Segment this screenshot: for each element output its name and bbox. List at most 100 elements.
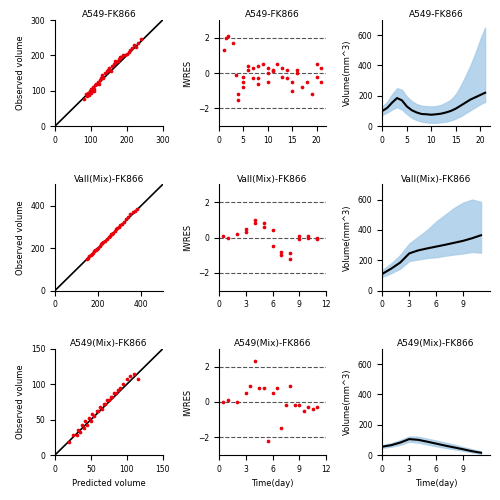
Point [105, 64, 113, 72]
Point [114, 223, 122, 231]
Point [105, 396, 113, 404]
Y-axis label: IWRES: IWRES [184, 388, 192, 415]
Point [94, 244, 102, 252]
Point [230, 39, 237, 47]
Point [84, 88, 92, 96]
X-axis label: Time(day): Time(day) [415, 480, 458, 488]
Point [124, 48, 132, 56]
Point [134, 374, 141, 382]
Point [116, 53, 124, 61]
Point [268, 68, 276, 76]
Point [104, 66, 112, 74]
Point [304, 234, 312, 241]
Point [242, 228, 250, 236]
Point [92, 80, 100, 88]
Point [293, 69, 301, 77]
Point [298, 83, 306, 91]
Point [84, 422, 92, 430]
Point [122, 216, 130, 224]
Point [82, 90, 90, 98]
Point [96, 403, 104, 411]
Point [264, 64, 272, 72]
Point [88, 83, 96, 91]
Point [92, 246, 100, 254]
Point [224, 396, 232, 404]
Point [278, 251, 285, 259]
Point [90, 248, 98, 256]
Point [254, 62, 262, 70]
Point [249, 64, 257, 72]
Title: Vall(Mix)-FK866: Vall(Mix)-FK866 [238, 174, 308, 184]
Point [84, 92, 92, 100]
Point [87, 88, 95, 96]
Point [260, 223, 268, 231]
Point [222, 34, 230, 42]
Point [94, 407, 102, 415]
Point [112, 389, 120, 397]
Point [293, 66, 301, 74]
Point [119, 52, 127, 60]
Point [268, 226, 276, 234]
Point [96, 76, 104, 84]
Point [80, 424, 88, 432]
Point [219, 232, 227, 239]
Point [126, 372, 134, 380]
Point [312, 60, 320, 68]
Point [86, 252, 94, 260]
Point [114, 224, 122, 232]
Point [115, 55, 123, 63]
Point [133, 205, 141, 213]
Point [244, 62, 252, 70]
Point [87, 417, 95, 425]
Point [314, 234, 322, 241]
Point [97, 74, 105, 82]
Point [120, 218, 128, 226]
Point [260, 220, 268, 228]
Point [88, 410, 96, 418]
Point [87, 85, 95, 93]
Point [291, 402, 299, 409]
Point [254, 80, 262, 88]
Point [98, 405, 106, 413]
Point [128, 44, 136, 52]
Point [88, 249, 96, 257]
Point [69, 431, 77, 439]
Point [244, 66, 252, 74]
Title: Vall(Mix)-FK866: Vall(Mix)-FK866 [401, 174, 471, 184]
Point [132, 42, 140, 50]
Point [112, 58, 120, 66]
Point [232, 71, 240, 79]
Point [250, 358, 258, 366]
Point [224, 234, 232, 241]
Point [101, 69, 109, 77]
Point [118, 53, 126, 61]
Point [86, 414, 94, 422]
Point [264, 78, 272, 86]
Point [102, 235, 110, 243]
Point [283, 74, 291, 82]
Point [246, 382, 254, 390]
Point [286, 250, 294, 258]
Point [94, 80, 102, 88]
Point [98, 72, 106, 80]
Point [288, 78, 296, 86]
Point [108, 393, 116, 401]
Point [108, 62, 116, 70]
Point [254, 74, 262, 82]
X-axis label: Time(day): Time(day) [252, 480, 294, 488]
Point [278, 72, 286, 80]
Point [258, 60, 266, 68]
Point [312, 72, 320, 80]
Point [137, 36, 145, 44]
Point [318, 78, 326, 86]
Point [100, 238, 108, 246]
Point [106, 68, 114, 76]
Point [103, 68, 111, 76]
Point [220, 46, 228, 54]
Point [100, 400, 108, 408]
Point [126, 46, 134, 54]
Point [98, 240, 106, 248]
Point [255, 384, 263, 392]
Point [80, 94, 88, 102]
Point [105, 233, 113, 241]
